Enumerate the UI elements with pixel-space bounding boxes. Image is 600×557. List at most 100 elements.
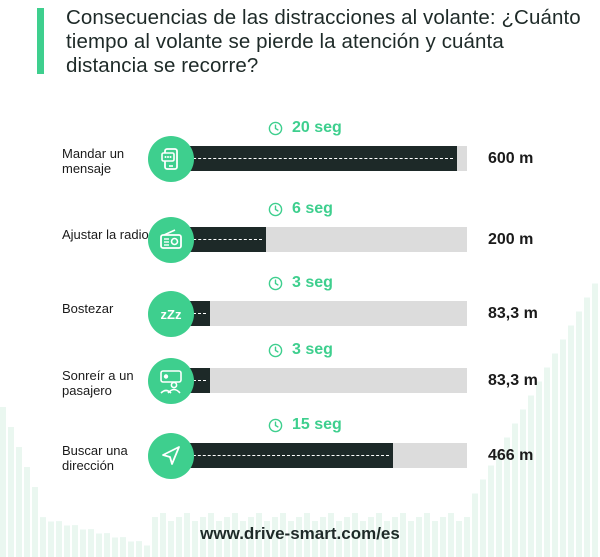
time-label: 3 seg [268, 273, 333, 293]
background-stripe [328, 513, 334, 557]
background-stripe [496, 451, 502, 557]
clock-icon [268, 121, 283, 136]
time-value: 6 seg [292, 200, 333, 217]
distance-value: 83,3 m [488, 372, 538, 389]
background-stripe [280, 513, 286, 557]
background-stripe [368, 517, 374, 557]
background-stripe [160, 513, 166, 557]
background-stripe [464, 517, 470, 557]
distance-value: 200 m [488, 231, 534, 248]
bar-dashes [178, 158, 453, 159]
background-stripe [320, 517, 326, 557]
bar-row-bostezar: Bostezar 3 seg zZz 83,3 m [0, 273, 600, 345]
background-stripe [304, 513, 310, 557]
bar-row-ajustar-la-radio: Ajustar la radio 6 seg 200 m [0, 199, 600, 271]
background-stripe [544, 367, 550, 557]
background-stripe [440, 517, 446, 557]
background-stripe [272, 517, 278, 557]
time-label: 15 seg [268, 415, 342, 435]
background-stripe [8, 427, 14, 557]
background-stripe [96, 533, 102, 557]
svg-text:zZz: zZz [161, 307, 182, 322]
background-stripe [520, 409, 526, 557]
background-stripe [568, 325, 574, 557]
chart-title: Consecuencias de las distracciones al vo… [66, 6, 581, 77]
background-stripe [488, 465, 494, 557]
background-stripe [216, 521, 222, 557]
background-stripe [48, 521, 54, 557]
background-stripe [104, 533, 110, 557]
passenger-icon [158, 368, 184, 394]
distance-value: 600 m [488, 150, 534, 167]
background-stripe [200, 517, 206, 557]
icon-badge: zZz [148, 291, 194, 337]
background-stripe [392, 517, 398, 557]
background-stripe [448, 513, 454, 557]
bar-dashes [178, 239, 262, 240]
time-label: 20 seg [268, 118, 342, 138]
background-stripe [480, 479, 486, 557]
background-stripe [232, 513, 238, 557]
background-stripe [64, 525, 70, 557]
clock-icon [268, 418, 283, 433]
icon-badge [148, 217, 194, 263]
background-stripe [384, 521, 390, 557]
background-stripe [136, 541, 142, 557]
background-stripe [176, 517, 182, 557]
distance-value: 83,3 m [488, 305, 538, 322]
icon-badge [148, 136, 194, 182]
background-stripe [296, 517, 302, 557]
background-stripe [400, 513, 406, 557]
category-label: Bostezar [62, 301, 114, 316]
background-stripe [144, 545, 150, 557]
time-value: 20 seg [292, 119, 342, 136]
time-value: 3 seg [292, 341, 333, 358]
background-stripe [576, 311, 582, 557]
background-stripe [128, 541, 134, 557]
background-stripe [240, 521, 246, 557]
background-stripe [584, 297, 590, 557]
background-stripe [120, 537, 126, 557]
background-stripe [224, 517, 230, 557]
background-stripe [360, 521, 366, 557]
bar-track [170, 146, 467, 171]
background-stripe [192, 521, 198, 557]
background-stripe [112, 537, 118, 557]
phone-message-icon [158, 146, 184, 172]
background-stripe [416, 517, 422, 557]
background-stripe [536, 381, 542, 557]
background-stripe [344, 517, 350, 557]
background-stripe [0, 407, 6, 557]
background-stripe [32, 487, 38, 557]
time-label: 6 seg [268, 199, 333, 219]
clock-icon [268, 202, 283, 217]
background-stripe [432, 521, 438, 557]
background-stripe [256, 513, 262, 557]
title-accent-bar [37, 8, 44, 74]
bar [170, 146, 457, 171]
clock-icon [268, 343, 283, 358]
background-stripe [24, 467, 30, 557]
bar [170, 443, 393, 468]
background-stripe [376, 513, 382, 557]
bar-row-buscar-una-direccion: Buscar una dirección 15 seg 466 m [0, 415, 600, 487]
background-stripe [248, 517, 254, 557]
background-stripe [352, 513, 358, 557]
background-stripe [56, 521, 62, 557]
background-stripe [168, 521, 174, 557]
bar-row-mandar-un-mensaje: Mandar un mensaje 20 seg 600 m [0, 118, 600, 190]
background-stripe [456, 521, 462, 557]
bar-track [170, 301, 467, 326]
background-stripe [152, 517, 158, 557]
background-stripe [88, 529, 94, 557]
background-stripe [512, 423, 518, 557]
bar-dashes [178, 455, 389, 456]
background-stripe [472, 493, 478, 557]
bar-track [170, 227, 467, 252]
category-label: Buscar una dirección [62, 443, 128, 473]
footer-url: www.drive-smart.com/es [200, 524, 400, 543]
background-stripe [40, 517, 46, 557]
background-stripe [528, 395, 534, 557]
bar-track [170, 443, 467, 468]
